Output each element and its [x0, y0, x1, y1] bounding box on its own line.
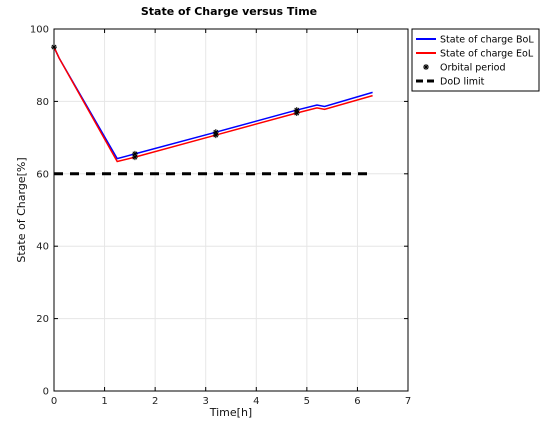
series-orbital-period [51, 44, 300, 161]
chart-title: State of Charge versus Time [141, 5, 317, 18]
legend-item: State of charge BoL [416, 35, 534, 46]
legend-marker [423, 64, 429, 70]
x-tick-label: 3 [203, 396, 209, 407]
series-layer [51, 44, 373, 176]
orbital-period-marker [51, 44, 57, 51]
y-tick-label: 80 [36, 97, 49, 108]
y-tick-label: 40 [36, 242, 49, 253]
plot-area [53, 28, 409, 392]
soc-line [53, 46, 373, 160]
x-tick-label: 1 [101, 396, 107, 407]
x-tick-label: 7 [405, 396, 411, 407]
legend-label: Orbital period [440, 63, 506, 74]
y-axis-label: State of Charge[%] [15, 157, 28, 262]
legend-label: State of charge EoL [440, 49, 534, 60]
x-axis-label: Time[h] [209, 406, 252, 419]
grid [54, 29, 408, 391]
soc-line [53, 46, 373, 163]
orbital-period-marker [131, 150, 138, 157]
legend-label: State of charge BoL [440, 35, 534, 46]
x-tick-label: 4 [253, 396, 259, 407]
orbital-period-marker [212, 132, 219, 139]
series-state-of-charge-eol [53, 46, 373, 163]
legend-label: DoD limit [440, 77, 485, 88]
x-tick-label: 5 [304, 396, 310, 407]
orbital-period-marker [293, 109, 300, 116]
x-axis: 0 1 2 3 4 5 6 7 [51, 29, 411, 407]
y-tick-label: 20 [36, 314, 49, 325]
y-tick-label: 60 [36, 169, 49, 180]
legend: State of charge BoL State of charge EoL Or… [411, 28, 540, 92]
x-tick-label: 0 [51, 396, 57, 407]
legend-item: DoD limit [416, 77, 485, 88]
legend-item: State of charge EoL [416, 49, 534, 60]
series-state-of-charge-bol [53, 46, 373, 160]
legend-item: Orbital period [423, 63, 506, 74]
y-tick-label: 0 [43, 387, 49, 398]
x-tick-label: 6 [354, 396, 360, 407]
y-tick-label: 100 [30, 25, 49, 36]
orbital-period-marker [131, 154, 138, 161]
y-axis: 0 20 40 60 80 100 [30, 25, 408, 398]
x-tick-label: 2 [152, 396, 158, 407]
